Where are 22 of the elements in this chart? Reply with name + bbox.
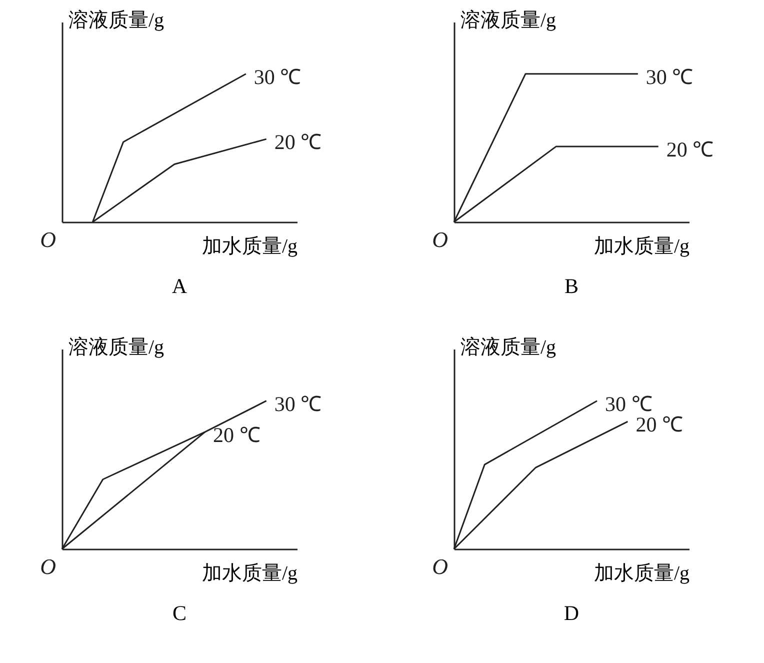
y-axis-title: 溶液质量/g	[68, 10, 164, 32]
series-label: 30 ℃	[646, 64, 694, 89]
text: O	[40, 227, 56, 252]
series-label: 20 ℃	[666, 137, 714, 162]
series-label: 20 ℃	[213, 422, 260, 447]
x-axis-title: 加水质量/g	[202, 236, 298, 258]
y-axis-title: 溶液质量/g	[68, 336, 164, 358]
series-label: 20 ℃	[274, 130, 322, 154]
text: B	[564, 274, 579, 298]
text: C	[172, 601, 187, 625]
text: A	[172, 274, 188, 298]
text: D	[564, 601, 580, 625]
x-axis-title: 加水质量/g	[594, 236, 690, 258]
y-axis-title: 溶液质量/g	[460, 336, 556, 358]
text: O	[432, 554, 448, 579]
x-axis-title: 加水质量/g	[202, 562, 298, 584]
y-axis-title: 溶液质量/g	[460, 10, 556, 32]
x-axis-title: 加水质量/g	[594, 562, 690, 584]
series-label: 30 ℃	[254, 64, 302, 89]
text: O	[40, 554, 56, 579]
text: O	[432, 227, 448, 252]
series-label: 30 ℃	[274, 392, 322, 416]
